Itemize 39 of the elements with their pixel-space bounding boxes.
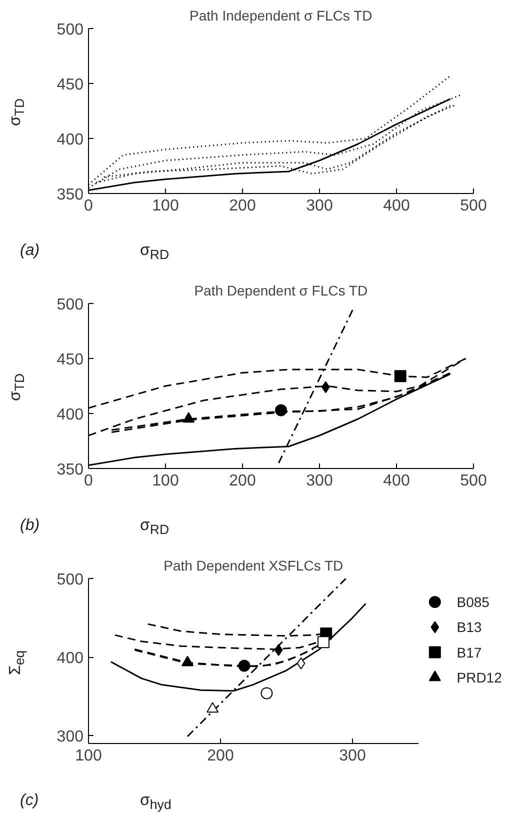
text: (b) (20, 517, 40, 534)
x-tick-label: 100 (152, 198, 179, 214)
x-tick-label: 500 (460, 198, 487, 214)
y-tick-label: 500 (56, 22, 84, 38)
legend-label: PRD12 (456, 669, 502, 686)
x-tick-label: 200 (229, 472, 256, 490)
x-tick-label: 400 (383, 472, 410, 490)
text: (a) (20, 242, 40, 259)
x-tick-label: 0 (84, 198, 94, 214)
x-tick-label: 300 (306, 472, 333, 490)
chart-title: Path Dependent σ FLCs TD (194, 282, 368, 298)
y-tick-label: 350 (56, 186, 84, 204)
x-tick-label: 300 (306, 198, 333, 214)
x-tick-label: 500 (460, 472, 487, 490)
y-tick-label: 450 (56, 352, 84, 368)
y-tick-label: 500 (56, 296, 84, 314)
y-tick-label: 350 (56, 462, 84, 478)
x-tick-label: 200 (207, 748, 234, 764)
x-tick-label: 400 (383, 198, 410, 214)
text: (c) (20, 792, 39, 809)
legend-label: B13 (456, 619, 482, 636)
legend-label: B085 (456, 594, 490, 610)
x-tick-label: 100 (75, 748, 102, 764)
y-tick-label: 400 (56, 650, 84, 668)
y-tick-label: 400 (56, 132, 84, 148)
y-tick-label: 300 (56, 728, 84, 746)
x-tick-label: 100 (152, 472, 179, 490)
x-tick-label: 300 (339, 748, 366, 764)
x-tick-label: 0 (84, 472, 94, 490)
y-tick-label: 500 (56, 572, 84, 588)
chart-title: Path Independent σ FLCs TD (190, 8, 372, 24)
x-axis-title: σ$_{hyd}$ (140, 791, 172, 814)
y-tick-label: 450 (56, 76, 84, 94)
x-axis-title: σ$_{RD}$ (140, 516, 170, 540)
chart-title: Path Dependent XSFLCs TD (164, 558, 344, 574)
x-tick-label: 200 (229, 198, 256, 214)
y-tick-label: 400 (56, 406, 84, 424)
x-axis-title: σ$_{RD}$ (140, 241, 170, 264)
legend-label: B17 (456, 644, 482, 660)
